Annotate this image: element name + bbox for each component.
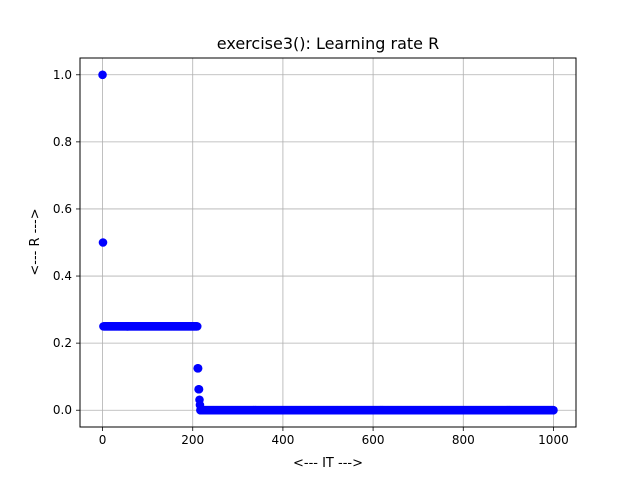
x-axis-label: <--- IT ---> — [293, 456, 363, 471]
data-point — [549, 405, 558, 415]
grid-lines — [80, 58, 576, 427]
y-axis-label: <--- R ---> — [28, 208, 43, 275]
data-points — [98, 70, 558, 415]
data-point — [194, 384, 204, 394]
x-tick-label: 0 — [99, 433, 107, 447]
y-axis-ticks: 0.0 0.2 0.4 0.6 0.8 1.0 — [53, 68, 80, 417]
y-tick-label: 0.8 — [53, 135, 72, 149]
data-point — [192, 322, 202, 331]
data-point — [98, 238, 108, 247]
x-tick-label: 400 — [271, 433, 294, 447]
chart-title: exercise3(): Learning rate R — [217, 34, 439, 53]
plot-frame — [79, 57, 577, 428]
y-tick-label: 0.2 — [53, 336, 72, 350]
y-tick-label: 0.0 — [53, 403, 72, 417]
y-tick-label: 0.6 — [53, 202, 72, 216]
x-tick-label: 600 — [362, 433, 385, 447]
x-tick-label: 200 — [181, 433, 204, 447]
x-axis-ticks: 0 200 400 600 800 1000 — [99, 427, 569, 447]
data-point — [193, 363, 203, 373]
data-point — [98, 70, 107, 80]
y-tick-label: 0.4 — [53, 269, 72, 283]
y-tick-label: 1.0 — [53, 68, 72, 82]
x-tick-label: 1000 — [538, 433, 569, 447]
x-tick-label: 800 — [452, 433, 475, 447]
